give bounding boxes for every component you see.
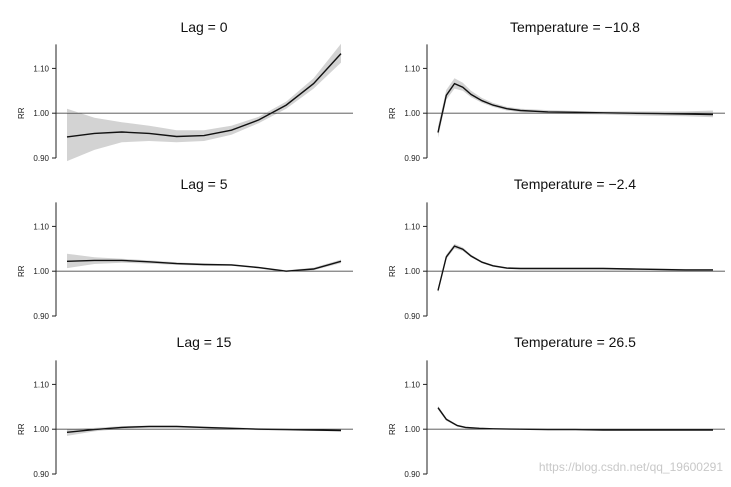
rr-curve [66,53,342,138]
y-tick-label: 1.00 [33,425,49,434]
panel-5: Lag = 15 0.90 1.00 1.10 RR [17,334,353,479]
panel-title: Lag = 15 [177,334,232,350]
y-tick-label: 1.10 [33,380,49,389]
rr-curve [437,245,713,291]
y-tick-label: 1.10 [404,222,420,231]
panel-6: Temperature = 26.5 0.90 1.00 1.10 RR [388,334,725,479]
y-tick-label: 1.10 [404,380,420,389]
confidence-band [67,253,341,273]
rr-curve [437,407,713,431]
y-tick-label: 1.00 [404,425,420,434]
y-axis-label: RR [388,265,397,277]
y-tick-label: 0.90 [404,312,420,321]
rr-curve [66,259,342,272]
y-tick-label: 0.90 [404,470,420,479]
y-axis-label: RR [17,423,26,435]
confidence-band [67,43,341,162]
y-axis-label: RR [388,423,397,435]
y-tick-label: 1.00 [404,267,420,276]
y-tick-label: 1.00 [33,109,49,118]
rr-curve [437,82,714,133]
y-tick-label: 1.00 [404,109,420,118]
panel-2: Temperature = −10.8 0.90 1.00 1.10 RR [388,19,725,163]
y-tick-label: 1.00 [33,267,49,276]
y-axis-label: RR [388,107,397,119]
confidence-band [438,405,713,431]
y-axis-label: RR [17,265,26,277]
y-tick-label: 0.90 [404,154,420,163]
y-axis-label: RR [17,107,26,119]
panel-1: Lag = 0 0.90 1.00 1.10 RR [17,19,353,163]
y-tick-label: 0.90 [33,470,49,479]
y-tick-label: 0.90 [33,312,49,321]
panel-title: Lag = 5 [180,176,227,192]
y-tick-label: 0.90 [33,154,49,163]
confidence-band [438,78,713,138]
panel-title: Temperature = −2.4 [514,176,636,192]
y-tick-label: 1.10 [404,64,420,73]
panel-title: Temperature = 26.5 [514,334,636,350]
panel-title: Lag = 0 [180,19,227,35]
rr-curve [66,425,342,433]
panel-title: Temperature = −10.8 [510,19,640,35]
y-tick-label: 1.10 [33,64,49,73]
panel-3: Lag = 5 0.90 1.00 1.10 RR [17,176,353,321]
y-tick-label: 1.10 [33,222,49,231]
watermark: https://blog.csdn.net/qq_19600291 [538,460,723,474]
panel-4: Temperature = −2.4 0.90 1.00 1.10 RR [388,176,725,321]
